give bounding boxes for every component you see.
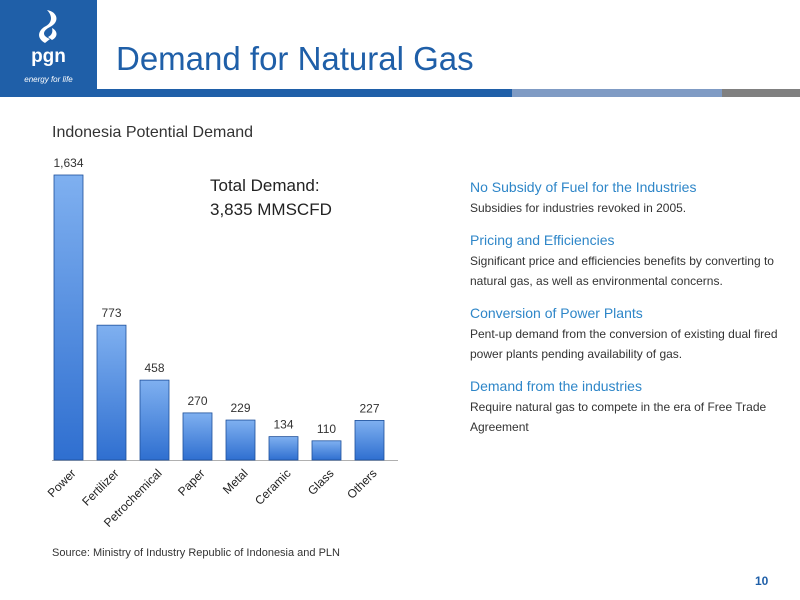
page-title: Demand for Natural Gas [116, 40, 474, 77]
x-tick-label: Fertilizer [79, 466, 121, 508]
logo-tagline: energy for life [24, 75, 73, 84]
data-label: 458 [144, 361, 164, 375]
section-industries: Demand from the industries Require natur… [470, 375, 785, 438]
x-tick-label: Ceramic [252, 466, 293, 507]
x-tick-label: Paper [175, 466, 208, 499]
header-band-blue [97, 89, 512, 97]
data-label: 270 [187, 394, 207, 408]
header-band-gray [722, 89, 800, 97]
x-tick-label: Metal [220, 466, 251, 497]
bar-power [53, 174, 84, 461]
total-demand-label: Total Demand: [210, 176, 320, 195]
data-label: 229 [230, 401, 250, 415]
section-body: Significant price and efficiencies benef… [470, 253, 774, 289]
data-label: 134 [273, 418, 293, 432]
section-heading: Demand from the industries [470, 377, 642, 394]
section-heading: No Subsidy of Fuel for the Industries [470, 179, 697, 195]
bar-others [354, 420, 385, 461]
data-label: 227 [359, 401, 379, 415]
total-demand-value: 3,835 MMSCFD [210, 200, 332, 219]
section-heading: Pricing and Efficiencies [470, 231, 615, 248]
data-label: 110 [317, 422, 336, 436]
bar-metal [225, 419, 256, 461]
section-no-subsidy: No Subsidy of Fuel for the Industries Su… [470, 176, 785, 219]
bar-fertilizer [96, 324, 127, 461]
total-demand: Total Demand: 3,835 MMSCFD [210, 174, 332, 222]
x-tick-label: Power [45, 466, 79, 500]
section-power-plants: Conversion of Power Plants Pent-up deman… [470, 302, 785, 365]
bar-paper [182, 412, 213, 461]
x-tick-label: Others [344, 466, 379, 501]
source-note: Source: Ministry of Industry Republic of… [52, 547, 340, 559]
section-body: Pent-up demand from the conversion of ex… [470, 326, 778, 362]
header-band-light-blue [512, 89, 722, 97]
section-body: Require natural gas to compete in the er… [470, 399, 767, 435]
pgn-logo: pgn energy for life [0, 0, 97, 97]
bar-glass [311, 440, 342, 461]
right-panel: No Subsidy of Fuel for the Industries Su… [470, 176, 785, 448]
flame-logo-icon [39, 10, 57, 43]
chart-title: Indonesia Potential Demand [52, 124, 254, 141]
logo-wordmark: pgn [31, 46, 66, 67]
page-number: 10 [755, 574, 769, 588]
data-label: 1,634 [53, 156, 83, 170]
section-pricing: Pricing and Efficiencies Significant pri… [470, 229, 785, 292]
bar-petrochemical [139, 379, 170, 461]
section-heading: Conversion of Power Plants [470, 304, 643, 321]
data-label: 773 [101, 306, 121, 320]
demand-bar-chart: 1,634Power773Fertilizer458Petrochemical2… [45, 156, 398, 530]
x-tick-label: Glass [305, 466, 337, 498]
bar-ceramic [268, 436, 299, 461]
section-body: Subsidies for industries revoked in 2005… [470, 201, 687, 215]
